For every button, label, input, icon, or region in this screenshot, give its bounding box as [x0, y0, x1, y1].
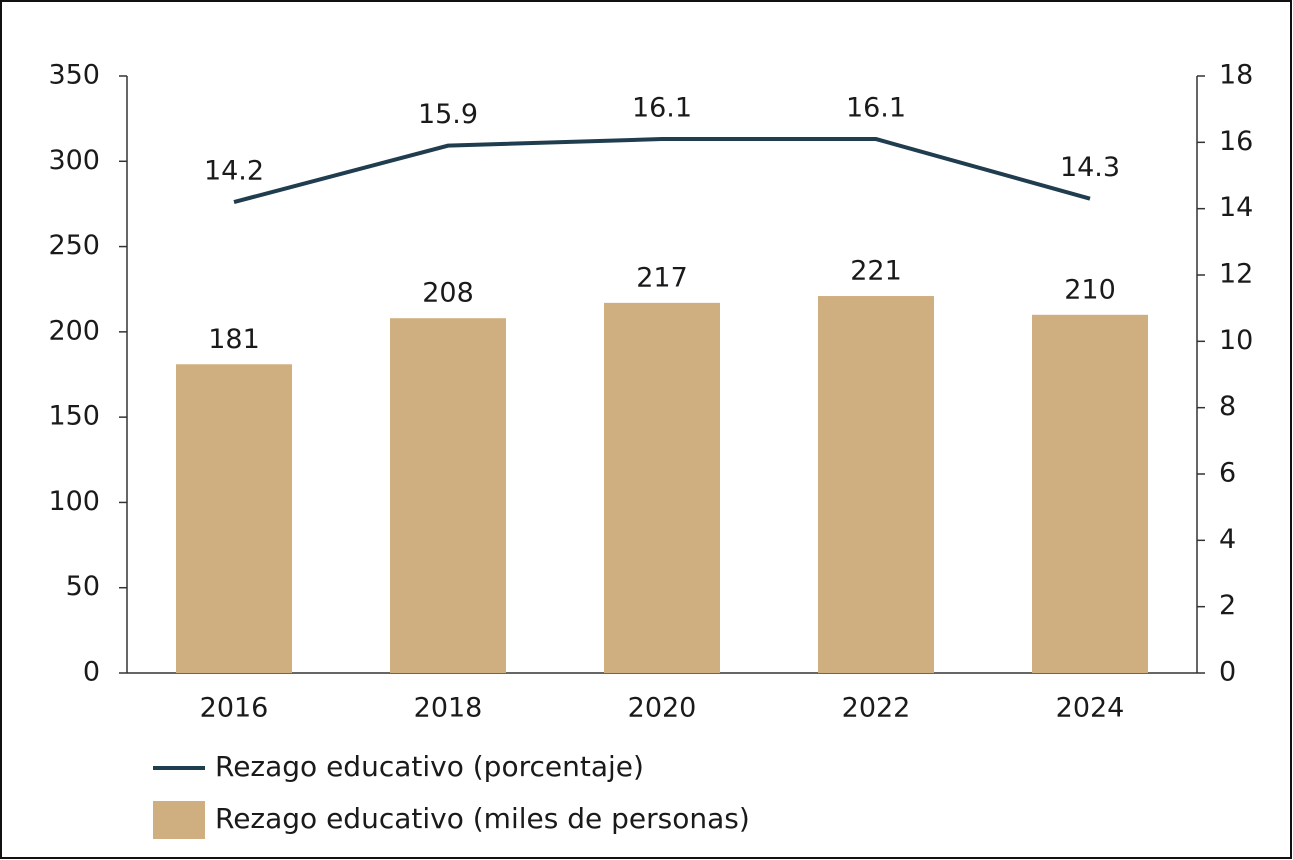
x-tick-label: 2018 — [414, 693, 483, 724]
y-tick-label: 300 — [48, 145, 100, 176]
y-tick-label: 100 — [48, 486, 100, 517]
data-label: 221 — [850, 256, 902, 287]
x-tick-label: 2022 — [842, 693, 911, 724]
y2-tick-label: 6 — [1219, 458, 1236, 489]
x-tick-label: 2016 — [200, 693, 269, 724]
y2-tick-label: 12 — [1219, 259, 1253, 290]
data-label: 208 — [422, 278, 474, 309]
y2-tick-label: 10 — [1219, 325, 1253, 356]
legend-label: Rezago educativo (miles de personas) — [215, 802, 750, 835]
y-tick-label: 200 — [48, 315, 100, 346]
y2-tick-label: 8 — [1219, 391, 1236, 422]
data-label: 14.2 — [204, 156, 264, 187]
legend-label: Rezago educativo (porcentaje) — [215, 750, 644, 783]
bar — [1032, 314, 1148, 673]
bar — [604, 302, 720, 673]
data-label: 210 — [1064, 274, 1116, 305]
data-label: 15.9 — [418, 99, 478, 130]
y-tick-label: 150 — [48, 401, 100, 432]
bar — [390, 318, 506, 673]
y-tick-label: 0 — [83, 657, 100, 688]
y2-tick-label: 18 — [1219, 60, 1253, 91]
y2-tick-label: 4 — [1219, 524, 1236, 555]
x-tick-label: 2020 — [628, 693, 697, 724]
line — [233, 137, 1091, 204]
y-tick-label: 250 — [48, 230, 100, 261]
bar — [176, 364, 292, 673]
data-label: 16.1 — [846, 93, 906, 124]
data-label: 181 — [208, 324, 260, 355]
y2-tick-label: 2 — [1219, 590, 1236, 621]
y2-tick-label: 14 — [1219, 192, 1253, 223]
y2-tick-label: 16 — [1219, 126, 1253, 157]
y-tick-label: 350 — [48, 60, 100, 91]
y-tick-label: 50 — [66, 571, 100, 602]
x-tick-label: 2024 — [1056, 693, 1125, 724]
data-label: 16.1 — [632, 93, 692, 124]
data-label: 217 — [636, 262, 688, 293]
legend-swatch — [153, 801, 205, 839]
bar — [818, 296, 934, 673]
data-label: 14.3 — [1060, 152, 1120, 183]
y2-tick-label: 0 — [1219, 657, 1236, 688]
